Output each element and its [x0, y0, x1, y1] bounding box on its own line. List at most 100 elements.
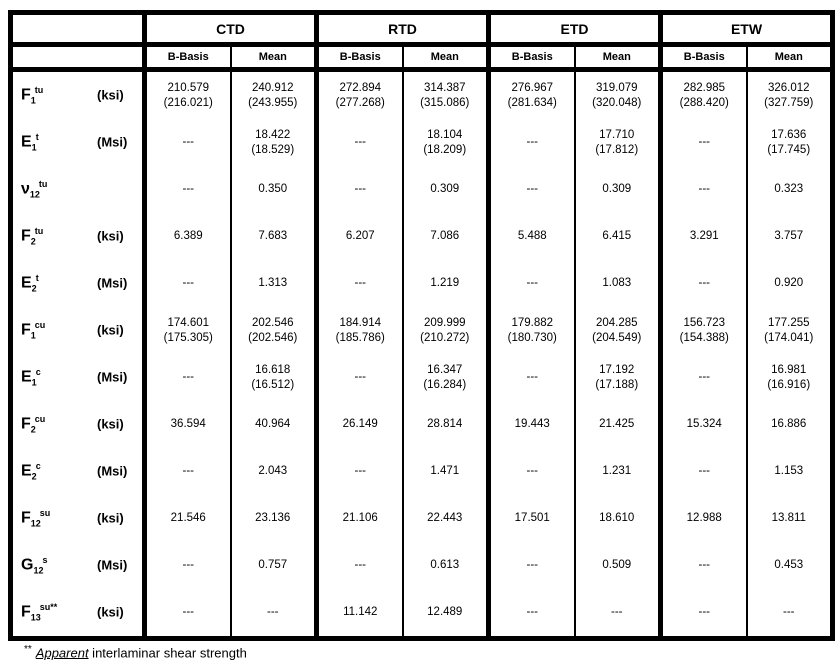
property-symbol: F2tu: [13, 226, 97, 247]
table-row: G12s (Msi) --- 0.757 --- 0.613 --- 0.509 --- 0.45…: [11, 542, 833, 589]
property-unit: (ksi): [97, 604, 124, 620]
table-row: E2t (Msi) --- 1.313 --- 1.219 --- 1.083 --- 0.920: [11, 260, 833, 307]
value-cell: 17.192 (17.188): [573, 354, 661, 401]
value-cell: ---: [658, 448, 747, 495]
group-header-etw: ETW: [657, 12, 833, 47]
property-symbol: G12s: [13, 555, 97, 576]
symbol-base: F: [21, 415, 31, 433]
value-cell: 16.347 (16.284): [401, 354, 489, 401]
value-cell: ---: [142, 354, 231, 401]
group-header-etd: ETD: [486, 12, 661, 47]
symbol-superscript: su: [39, 508, 51, 519]
value-cell: 17.710 (17.812): [573, 119, 661, 166]
footnote-marker: **: [24, 644, 32, 655]
value-cell: ---: [486, 448, 575, 495]
value-cell: ---: [142, 119, 231, 166]
symbol-base: E: [21, 274, 32, 292]
value-cell: 7.086: [401, 213, 489, 260]
symbol-superscript: c: [35, 461, 41, 472]
value-cell: 18.610: [573, 495, 661, 542]
table-row: F2cu (ksi) 36.594 40.964 26.149 28.814 19.443 2…: [11, 401, 833, 448]
value-cell: ---: [314, 448, 403, 495]
value-cell: 0.309: [401, 166, 489, 213]
property-unit: (ksi): [97, 416, 124, 432]
value-cell: 272.894 (277.268): [314, 69, 403, 119]
value-cell: 202.546 (202.546): [229, 307, 317, 354]
value-cell: 15.324: [658, 401, 747, 448]
subheader-bbasis-rtd: B-Basis: [314, 44, 403, 72]
row-label: F2tu (ksi): [11, 213, 145, 260]
property-symbol: E1t: [13, 132, 97, 153]
symbol-superscript: tu: [34, 226, 44, 237]
table-row: E2c (Msi) --- 2.043 --- 1.471 --- 1.231 --- 1.153: [11, 448, 833, 495]
value-cell: 17.501: [486, 495, 575, 542]
value-cell: 174.601 (175.305): [142, 307, 231, 354]
group-header-ctd: CTD: [142, 12, 317, 47]
value-cell: 0.350: [229, 166, 317, 213]
value-cell: ---: [486, 119, 575, 166]
value-cell: 18.422 (18.529): [229, 119, 317, 166]
subheader-bbasis-ctd: B-Basis: [142, 44, 231, 72]
value-cell: ---: [142, 542, 231, 589]
value-cell: 177.255 (174.041): [745, 307, 833, 354]
value-cell: ---: [314, 166, 403, 213]
material-properties-table: CTD RTD ETD ETW B-Basis Mean B-Basis Mea…: [8, 10, 836, 641]
subheader-bbasis-etd: B-Basis: [486, 44, 575, 72]
value-cell: 6.389: [142, 213, 231, 260]
value-cell: ---: [314, 354, 403, 401]
subheader-mean-etw: Mean: [745, 44, 833, 72]
value-cell: 6.415: [573, 213, 661, 260]
value-cell: 276.967 (281.634): [486, 69, 575, 119]
value-cell: 0.509: [573, 542, 661, 589]
symbol-superscript: tu: [38, 179, 48, 190]
property-symbol: F1cu: [13, 320, 97, 341]
value-cell: 156.723 (154.388): [658, 307, 747, 354]
row-label: E2c (Msi): [11, 448, 145, 495]
subheader-bbasis-etw: B-Basis: [658, 44, 747, 72]
symbol-superscript: cu: [34, 320, 46, 331]
value-cell: 6.207: [314, 213, 403, 260]
symbol-subscript: 2: [30, 236, 36, 247]
value-cell: 13.811: [745, 495, 833, 542]
value-cell: ---: [142, 260, 231, 307]
value-cell: 2.043: [229, 448, 317, 495]
symbol-subscript: 1: [31, 377, 37, 388]
row-label: F1cu (ksi): [11, 307, 145, 354]
property-symbol: F2cu: [13, 414, 97, 435]
value-cell: 26.149: [314, 401, 403, 448]
subheader-row: B-Basis Mean B-Basis Mean B-Basis Mean B…: [10, 44, 833, 72]
value-cell: 21.425: [573, 401, 661, 448]
symbol-superscript: t: [35, 273, 39, 284]
table-row: F2tu (ksi) 6.389 7.683 6.207 7.086 5.488 6.415 3…: [11, 213, 833, 260]
property-symbol: F12su: [13, 508, 97, 529]
value-cell: 204.285 (204.549): [573, 307, 661, 354]
symbol-subscript: 1: [30, 330, 36, 341]
subheader-mean-ctd: Mean: [229, 44, 317, 72]
value-cell: ---: [658, 119, 747, 166]
symbol-subscript: 12: [29, 189, 40, 200]
value-cell: 326.012 (327.759): [745, 69, 833, 119]
symbol-subscript: 12: [33, 565, 44, 576]
row-label: F1tu (ksi): [11, 70, 145, 120]
value-cell: ---: [486, 166, 575, 213]
table-row: ν12tu --- 0.350 --- 0.309 --- 0.309 --- 0.323: [11, 166, 833, 213]
symbol-base: F: [21, 603, 31, 621]
value-cell: 1.219: [401, 260, 489, 307]
value-cell: 0.453: [745, 542, 833, 589]
symbol-subscript: 1: [30, 95, 36, 106]
row-label: F2cu (ksi): [11, 401, 145, 448]
symbol-base: F: [21, 509, 31, 527]
symbol-subscript: 12: [30, 518, 41, 529]
value-cell: ---: [142, 448, 231, 495]
row-label: F13su** (ksi): [11, 589, 145, 639]
table-row: E1t (Msi) --- 18.422 (18.529) --- 18.104 (18.…: [11, 119, 833, 166]
symbol-base: F: [21, 321, 31, 339]
value-cell: 179.882 (180.730): [486, 307, 575, 354]
group-header-row: CTD RTD ETD ETW: [10, 12, 833, 47]
value-cell: ---: [745, 589, 833, 639]
row-label: E2t (Msi): [11, 260, 145, 307]
value-cell: ---: [142, 166, 231, 213]
value-cell: 7.683: [229, 213, 317, 260]
value-cell: ---: [229, 589, 317, 639]
property-unit: (ksi): [97, 228, 124, 244]
